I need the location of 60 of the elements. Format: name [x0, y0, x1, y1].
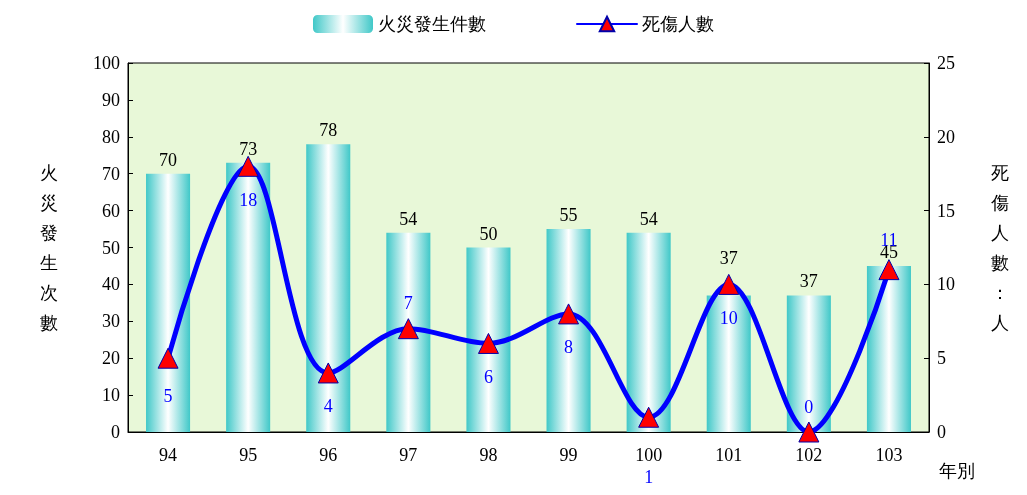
x-tick-label: 103 [875, 445, 903, 465]
y-tick-label: 70 [102, 163, 120, 184]
data-label: 10 [719, 307, 738, 328]
x-tick-label: 102 [795, 445, 823, 465]
y-tick-label: 0 [111, 422, 120, 442]
y-tick-label: 20 [102, 348, 120, 369]
data-label: 4 [323, 396, 333, 417]
y-tick-label: 30 [102, 311, 120, 332]
bar [786, 295, 831, 432]
x-tick-label: 99 [559, 445, 578, 465]
x-axis-title: 年別 [939, 461, 975, 481]
data-label: 1 [644, 466, 654, 487]
data-label: 54 [639, 208, 658, 229]
bar [226, 162, 271, 432]
bar [706, 295, 751, 432]
y-tick-label: 80 [102, 126, 120, 147]
y-tick-label: 40 [102, 274, 120, 295]
y-tick-label: 100 [93, 53, 120, 73]
data-label: 37 [799, 271, 818, 292]
y-tick-label: 60 [102, 200, 120, 221]
data-label: 6 [483, 366, 493, 387]
data-label: 37 [719, 248, 738, 269]
y2-tick-label: 10 [937, 274, 955, 295]
bar [306, 144, 351, 432]
data-label: 8 [564, 337, 574, 358]
bar [466, 247, 511, 432]
data-label: 7 [403, 293, 413, 314]
data-label: 78 [319, 120, 338, 141]
y-tick-label: 50 [102, 237, 120, 258]
data-label: 70 [159, 149, 178, 170]
x-tick-label: 96 [319, 445, 338, 465]
legend-label: 火災發生件數 [378, 14, 486, 34]
data-label: 18 [239, 189, 258, 210]
x-tick-label: 98 [479, 445, 498, 465]
x-tick-label: 95 [239, 445, 258, 465]
y2-tick-label: 15 [937, 200, 955, 221]
x-tick-label: 101 [715, 445, 743, 465]
bar [866, 265, 911, 432]
y2-tick-label: 5 [937, 348, 946, 369]
x-tick-label: 97 [399, 445, 418, 465]
data-label: 50 [479, 223, 498, 244]
y2-tick-label: 20 [937, 126, 955, 147]
y-tick-label: 10 [102, 385, 120, 406]
bar [386, 232, 431, 432]
y2-axis-title: 死傷人數：人 [990, 162, 1009, 333]
x-tick-label: 100 [635, 445, 663, 465]
y2-tick-label: 25 [937, 53, 955, 73]
y-tick-label: 90 [102, 89, 120, 110]
y2-tick-label: 0 [937, 422, 946, 442]
y-axis-title: 火災發生次數 [40, 162, 58, 333]
data-label: 55 [559, 205, 578, 226]
bar [626, 232, 671, 432]
bar [146, 173, 191, 432]
data-label: 54 [399, 208, 418, 229]
data-label: 0 [804, 396, 814, 417]
legend-label: 死傷人數 [642, 14, 714, 34]
bar [546, 229, 591, 432]
data-label: 5 [163, 385, 173, 406]
data-label: 73 [239, 138, 258, 159]
x-tick-label: 94 [159, 445, 178, 465]
